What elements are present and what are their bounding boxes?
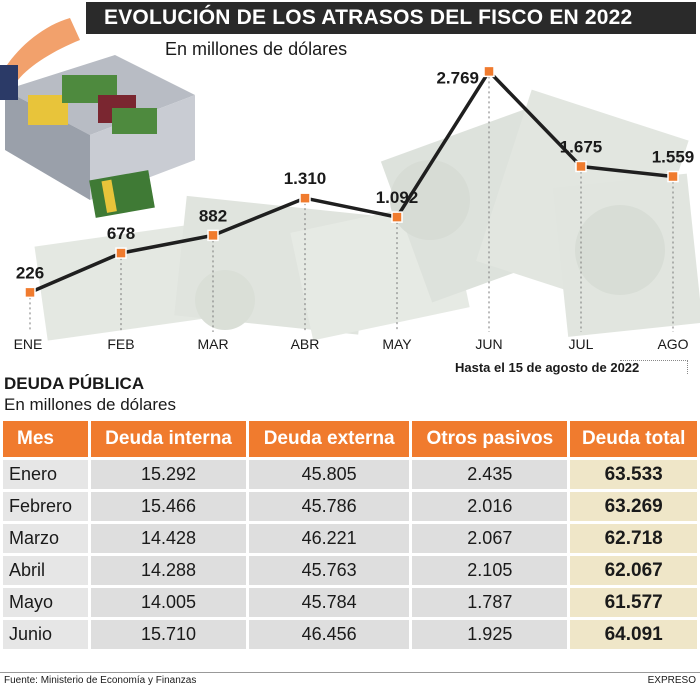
cell-interna: 15.710 — [91, 620, 247, 649]
value-label: 2.769 — [436, 68, 479, 87]
data-point-marker — [391, 211, 403, 223]
cell-mes: Enero — [3, 460, 88, 489]
debt-table: Mes Deuda interna Deuda externa Otros pa… — [0, 418, 700, 652]
cell-otros: 2.435 — [412, 460, 568, 489]
value-label: 1.559 — [652, 148, 695, 167]
safe-box-illustration-icon — [0, 18, 195, 218]
data-point-marker — [483, 65, 495, 78]
table-row: Mayo 14.005 45.784 1.787 61.577 — [3, 588, 697, 617]
chart-subtitle: En millones de dólares — [165, 39, 348, 59]
cell-total: 61.577 — [570, 588, 697, 617]
cell-externa: 46.221 — [249, 524, 410, 553]
publisher-credit: EXPRESO — [647, 675, 696, 686]
cell-mes: Mayo — [3, 588, 88, 617]
cell-interna: 15.466 — [91, 492, 247, 521]
table-row: Abril 14.288 45.763 2.105 62.067 — [3, 556, 697, 585]
cell-interna: 14.005 — [91, 588, 247, 617]
table-title: DEUDA PÚBLICA — [4, 374, 145, 393]
date-note: Hasta el 15 de agosto de 2022 — [455, 360, 640, 375]
header-deuda-externa: Deuda externa — [249, 421, 410, 457]
series-line — [29, 69, 674, 294]
value-label: 1.092 — [376, 188, 419, 207]
header-mes: Mes — [3, 421, 88, 457]
cell-interna: 15.292 — [91, 460, 247, 489]
data-point-marker — [24, 286, 36, 299]
cell-total: 62.718 — [570, 524, 697, 553]
value-label: 678 — [107, 224, 135, 243]
x-tick-label: ENE — [14, 336, 43, 352]
x-tick-label: MAR — [197, 336, 228, 352]
data-point-marker — [667, 170, 679, 183]
table-header-row: Mes Deuda interna Deuda externa Otros pa… — [3, 421, 697, 457]
cell-total: 63.533 — [570, 460, 697, 489]
value-label: 1.310 — [284, 169, 327, 188]
cell-mes: Abril — [3, 556, 88, 585]
data-point-marker — [207, 229, 219, 242]
table-row: Junio 15.710 46.456 1.925 64.091 — [3, 620, 697, 649]
value-label: 1.675 — [560, 137, 603, 156]
x-tick-label: JUN — [475, 336, 502, 352]
cell-externa: 45.786 — [249, 492, 410, 521]
table-row: Marzo 14.428 46.221 2.067 62.718 — [3, 524, 697, 553]
table-row: Enero 15.292 45.805 2.435 63.533 — [3, 460, 697, 489]
cell-mes: Febrero — [3, 492, 88, 521]
cell-total: 62.067 — [570, 556, 697, 585]
source-note: Fuente: Ministerio de Economía y Finanza… — [4, 675, 197, 686]
x-tick-label: FEB — [107, 336, 134, 352]
x-tick-label: ABR — [291, 336, 320, 352]
cell-externa: 45.784 — [249, 588, 410, 617]
cell-externa: 45.763 — [249, 556, 410, 585]
cell-otros: 2.067 — [412, 524, 568, 553]
cell-total: 64.091 — [570, 620, 697, 649]
line-chart: 226 678 882 1.310 1.092 2.769 1.675 1.559 ENE FE… — [0, 18, 700, 352]
cell-interna: 14.428 — [91, 524, 247, 553]
note-connector — [620, 360, 688, 374]
cell-otros: 1.925 — [412, 620, 568, 649]
cell-otros: 2.105 — [412, 556, 568, 585]
cell-externa: 45.805 — [249, 460, 410, 489]
x-tick-labels-group: ENE FEB MAR ABR MAY JUN JUL AGO — [14, 336, 689, 352]
cell-externa: 46.456 — [249, 620, 410, 649]
markers-group — [24, 65, 679, 299]
chart-title: EVOLUCIÓN DE LOS ATRASOS DEL FISCO EN 20… — [86, 2, 696, 34]
x-tick-label: JUL — [569, 336, 594, 352]
table-subtitle: En millones de dólares — [4, 395, 176, 414]
cell-mes: Marzo — [3, 524, 88, 553]
value-label: 882 — [199, 206, 227, 225]
cell-otros: 2.016 — [412, 492, 568, 521]
cell-otros: 1.787 — [412, 588, 568, 617]
data-point-marker — [115, 247, 127, 259]
value-label: 226 — [16, 263, 44, 282]
cell-mes: Junio — [3, 620, 88, 649]
vertical-guides — [29, 71, 674, 332]
x-tick-label: MAY — [382, 336, 412, 352]
header-deuda-total: Deuda total — [570, 421, 697, 457]
data-point-marker — [575, 160, 587, 173]
footer-divider — [0, 672, 700, 673]
header-deuda-interna: Deuda interna — [91, 421, 247, 457]
value-labels-group: 226 678 882 1.310 1.092 2.769 1.675 1.559 — [16, 68, 694, 282]
table-row: Febrero 15.466 45.786 2.016 63.269 — [3, 492, 697, 521]
data-point-marker — [299, 192, 311, 204]
header-otros-pasivos: Otros pasivos — [412, 421, 568, 457]
cell-interna: 14.288 — [91, 556, 247, 585]
cell-total: 63.269 — [570, 492, 697, 521]
x-tick-label: AGO — [657, 336, 688, 352]
